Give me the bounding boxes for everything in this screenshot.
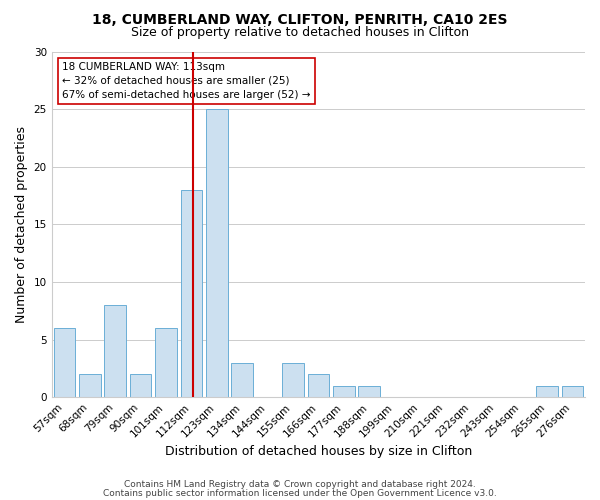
Bar xyxy=(130,374,151,397)
Bar xyxy=(282,362,304,397)
Bar xyxy=(562,386,583,397)
Text: Contains public sector information licensed under the Open Government Licence v3: Contains public sector information licen… xyxy=(103,488,497,498)
Bar xyxy=(53,328,75,397)
Bar xyxy=(333,386,355,397)
Bar xyxy=(232,362,253,397)
Bar xyxy=(308,374,329,397)
Bar xyxy=(155,328,177,397)
Bar xyxy=(79,374,101,397)
Text: 18, CUMBERLAND WAY, CLIFTON, PENRITH, CA10 2ES: 18, CUMBERLAND WAY, CLIFTON, PENRITH, CA… xyxy=(92,12,508,26)
X-axis label: Distribution of detached houses by size in Clifton: Distribution of detached houses by size … xyxy=(165,444,472,458)
Text: Contains HM Land Registry data © Crown copyright and database right 2024.: Contains HM Land Registry data © Crown c… xyxy=(124,480,476,489)
Bar xyxy=(181,190,202,397)
Text: 18 CUMBERLAND WAY: 113sqm
← 32% of detached houses are smaller (25)
67% of semi-: 18 CUMBERLAND WAY: 113sqm ← 32% of detac… xyxy=(62,62,311,100)
Bar xyxy=(358,386,380,397)
Bar xyxy=(206,109,227,397)
Bar xyxy=(104,305,126,397)
Bar xyxy=(536,386,557,397)
Text: Size of property relative to detached houses in Clifton: Size of property relative to detached ho… xyxy=(131,26,469,39)
Y-axis label: Number of detached properties: Number of detached properties xyxy=(15,126,28,323)
